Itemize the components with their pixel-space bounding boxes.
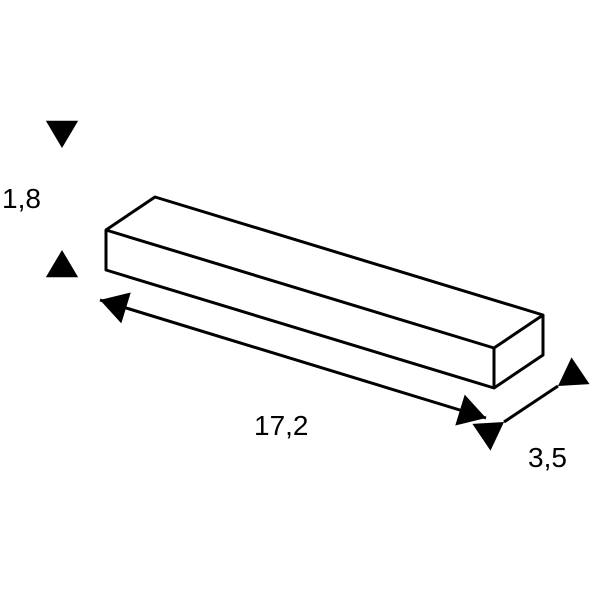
- isometric-box: [106, 197, 543, 388]
- dimension-height: [46, 121, 78, 277]
- dimensioned-cuboid-diagram: 1,8 17,2 3,5: [0, 0, 600, 600]
- height-label: 1,8: [2, 183, 41, 214]
- length-label: 17,2: [254, 410, 309, 441]
- width-label: 3,5: [528, 442, 567, 473]
